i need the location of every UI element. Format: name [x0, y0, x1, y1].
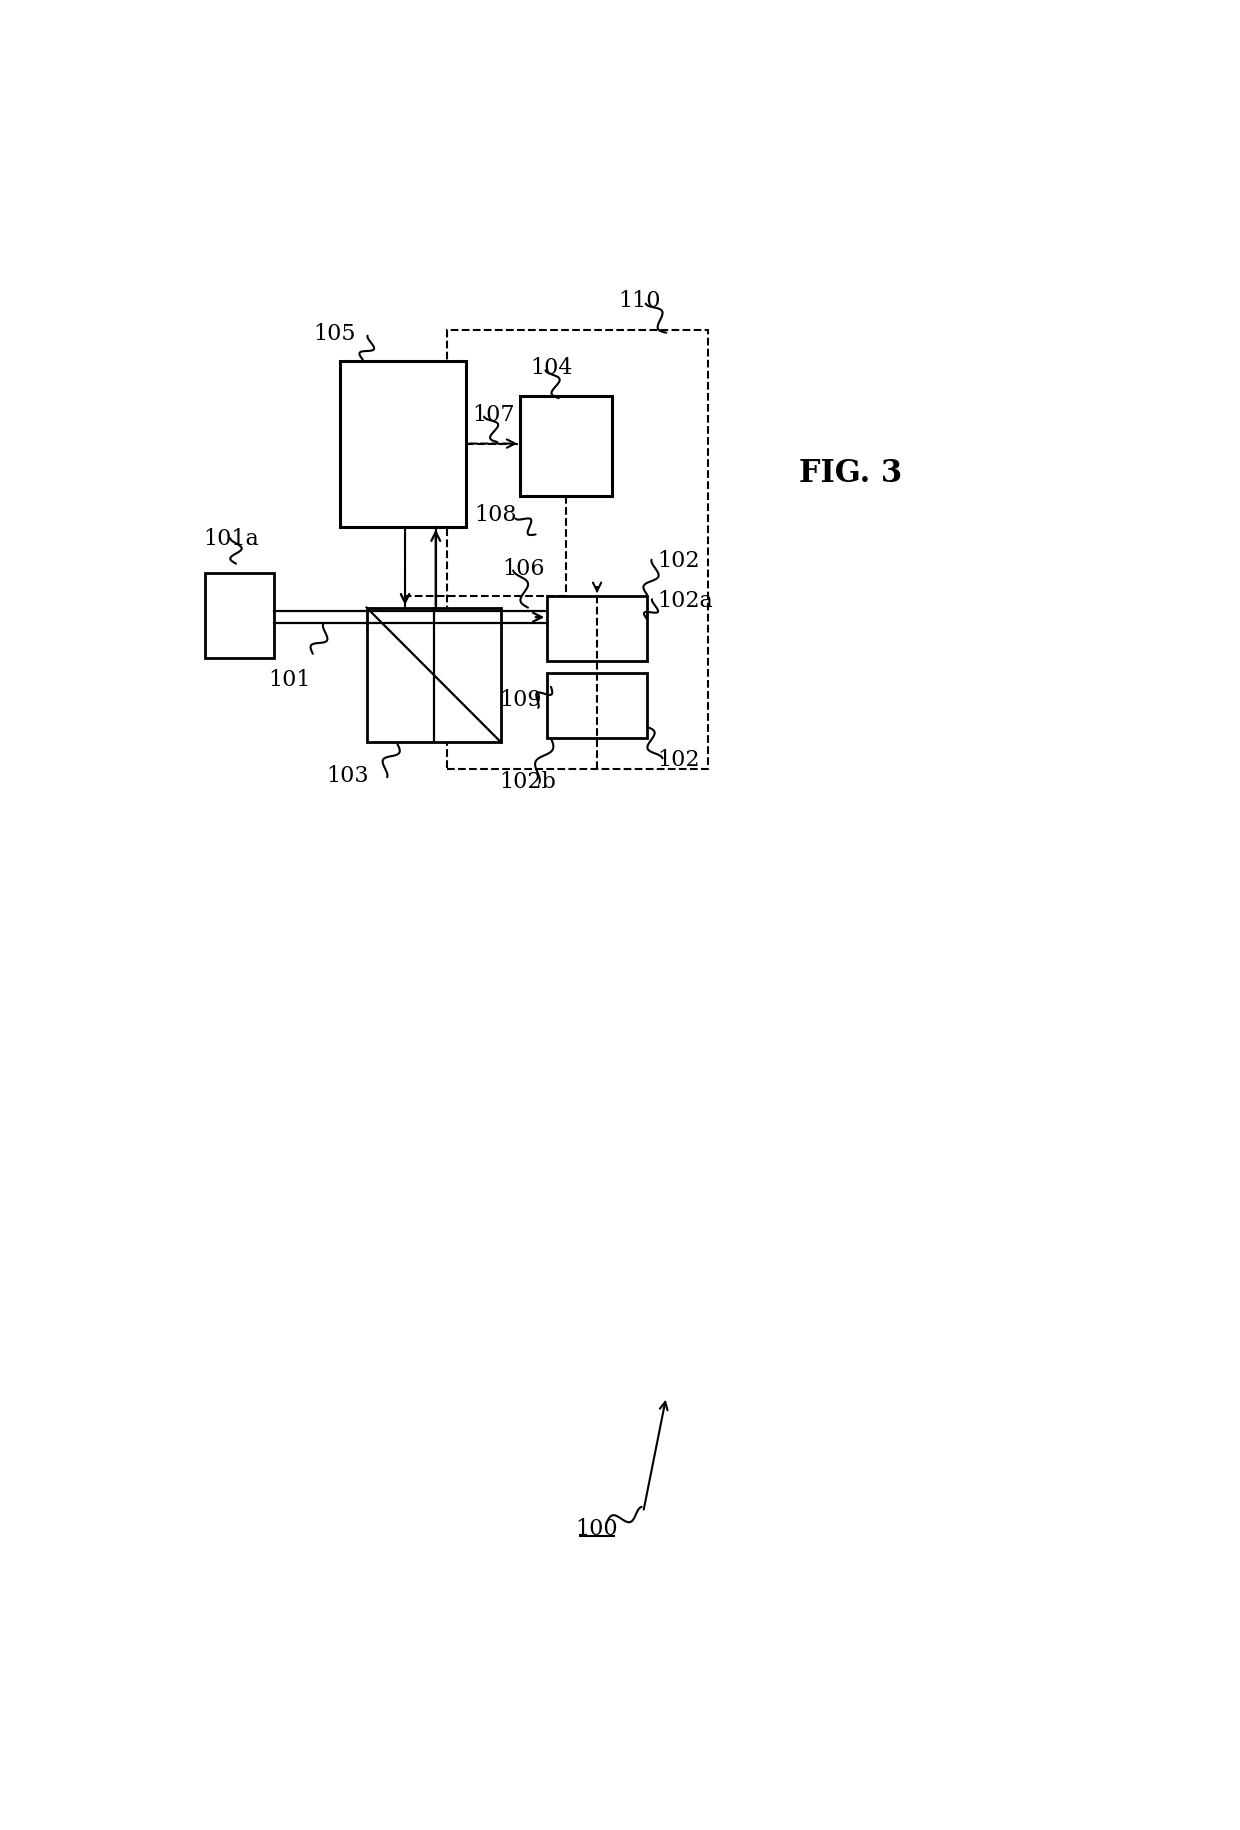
- Text: 102b: 102b: [500, 770, 557, 792]
- Text: 100: 100: [575, 1517, 619, 1539]
- Text: 102a: 102a: [657, 589, 713, 611]
- Text: 105: 105: [312, 322, 356, 344]
- Bar: [547, 597, 647, 662]
- Text: FIG. 3: FIG. 3: [799, 458, 903, 489]
- Text: 103: 103: [326, 765, 370, 787]
- Text: 102: 102: [657, 748, 699, 770]
- Text: 101a: 101a: [203, 529, 259, 551]
- Text: 104: 104: [531, 357, 573, 379]
- Text: 109: 109: [500, 688, 542, 710]
- Bar: [547, 673, 647, 739]
- Text: 107: 107: [472, 403, 515, 425]
- Text: 102: 102: [657, 549, 699, 571]
- Text: 108: 108: [474, 503, 517, 525]
- Bar: [206, 573, 274, 659]
- Bar: [521, 397, 613, 496]
- Text: 101: 101: [268, 668, 311, 690]
- Text: 110: 110: [619, 289, 661, 311]
- Bar: [367, 608, 501, 743]
- Bar: [448, 331, 708, 770]
- Bar: [340, 362, 466, 527]
- Text: 106: 106: [502, 556, 546, 580]
